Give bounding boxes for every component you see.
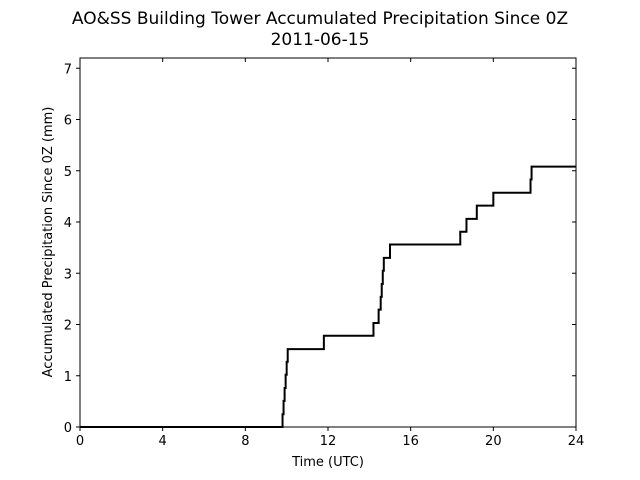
y-axis-label: Accumulated Precipitation Since 0Z (mm) (41, 107, 56, 378)
plot-area (80, 165, 576, 428)
series-line (80, 165, 576, 428)
plot-frame (79, 57, 577, 428)
y-tick-label: 5 (64, 165, 72, 180)
y-tick-label: 0 (64, 421, 72, 436)
y-axis: 0 1 2 3 4 5 6 7 (64, 62, 576, 436)
x-axis: 0 4 8 12 16 20 24 (76, 58, 584, 449)
y-tick-label: 1 (64, 370, 72, 385)
y-tick-label: 4 (64, 216, 72, 231)
chart-title: AO&SS Building Tower Accumulated Precipi… (72, 9, 568, 29)
y-tick-label: 6 (64, 114, 72, 129)
x-tick-label: 16 (402, 434, 419, 449)
x-tick-label: 4 (159, 434, 167, 449)
x-tick-label: 8 (241, 434, 249, 449)
x-tick-label: 12 (320, 434, 337, 449)
x-tick-label: 0 (76, 434, 84, 449)
x-tick-label: 20 (485, 434, 502, 449)
y-tick-label: 7 (64, 62, 72, 77)
y-tick-label: 3 (64, 267, 72, 282)
x-axis-label: Time (UTC) (291, 455, 364, 470)
chart-subtitle: 2011-06-15 (271, 30, 370, 50)
y-tick-label: 2 (64, 319, 72, 334)
x-tick-label: 24 (568, 434, 585, 449)
